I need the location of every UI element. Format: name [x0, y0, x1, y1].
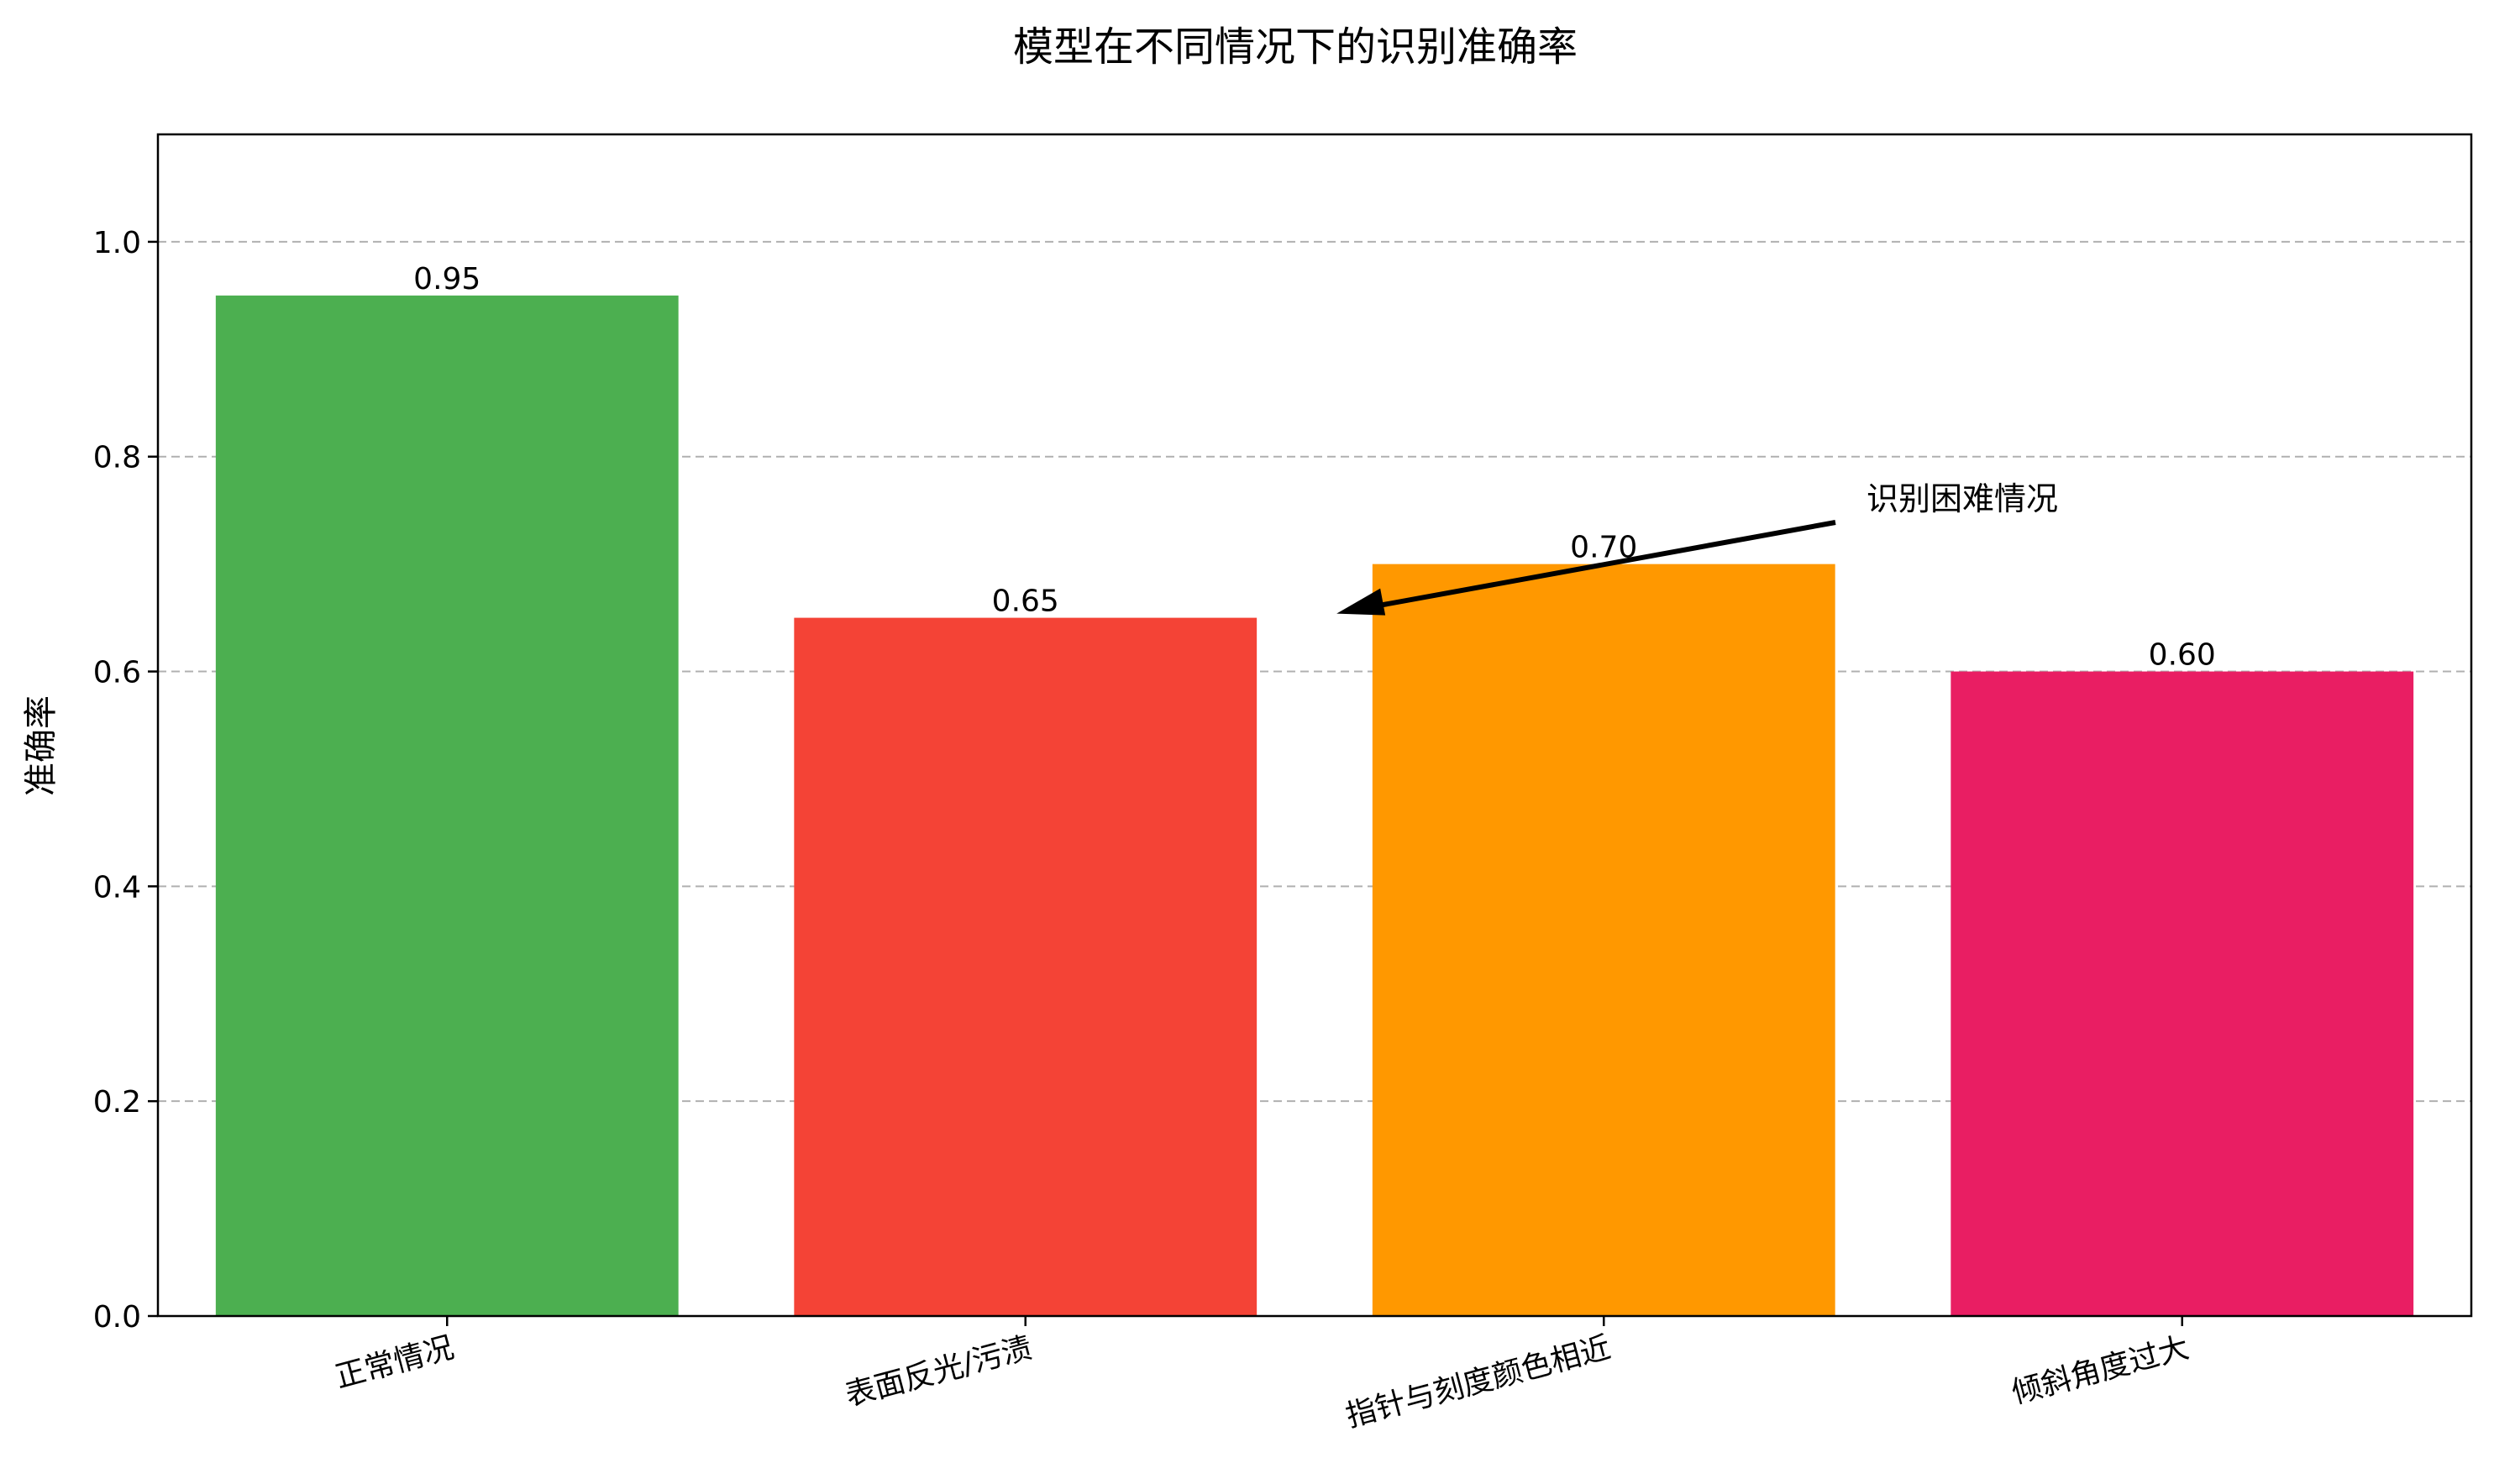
annotation-arrow	[1347, 520, 1836, 614]
x-tick-label: 指针与刻度颜色相近	[1342, 1330, 1615, 1434]
y-axis-label: 准确率	[22, 695, 60, 796]
x-tick-label: 倾斜角度过大	[2008, 1330, 2192, 1411]
bar-value-label: 0.65	[992, 585, 1059, 619]
bar	[1951, 671, 2414, 1316]
annotation-arrowhead	[1336, 588, 1386, 616]
bar-value-label: 0.60	[2149, 638, 2216, 673]
chart-title: 模型在不同情况下的识别准确率	[1013, 24, 1578, 71]
bar	[1372, 564, 1835, 1316]
bar-value-label: 0.95	[413, 262, 480, 296]
annotation: 识别困难情况	[1336, 480, 2058, 616]
y-tick-label: 0.0	[93, 1300, 141, 1335]
x-tick-label: 表面反光/污渍	[842, 1330, 1036, 1413]
y-tick-label: 0.2	[93, 1085, 141, 1120]
y-tick-label: 0.6	[93, 656, 141, 690]
x-tick-label: 正常情况	[332, 1330, 458, 1395]
y-tick-label: 1.0	[93, 226, 141, 260]
bar	[794, 617, 1258, 1316]
value-labels: 0.950.650.700.60	[413, 262, 2216, 673]
y-tick-label: 0.4	[93, 870, 141, 905]
annotation-text: 识别困难情况	[1867, 480, 2058, 517]
bar	[215, 295, 679, 1316]
bars	[215, 295, 2414, 1316]
y-tick-label: 0.8	[93, 441, 141, 475]
plot-frame	[156, 133, 2473, 1318]
